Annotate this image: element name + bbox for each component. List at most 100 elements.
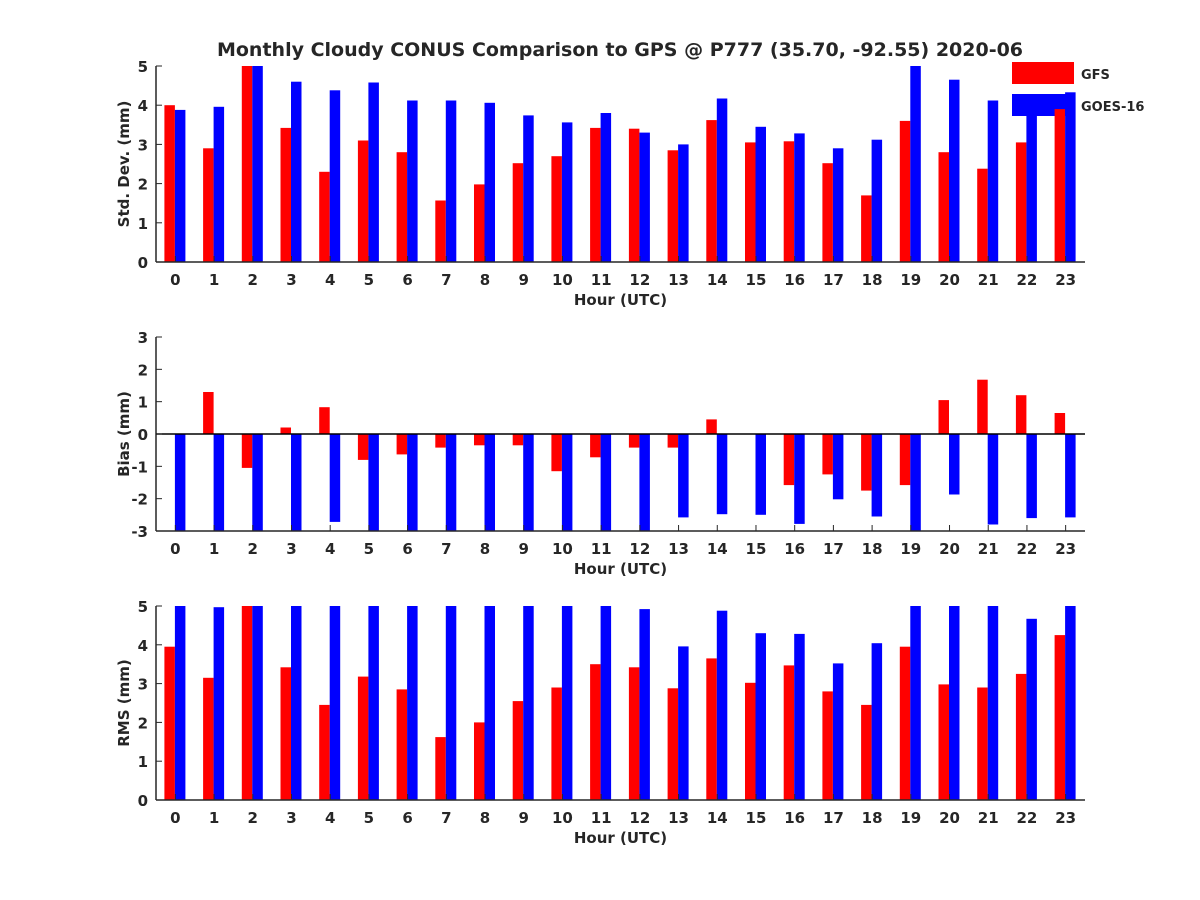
std-dev-x-tick-label: 5 bbox=[364, 271, 374, 289]
bias-x-tick-label: 17 bbox=[823, 540, 844, 558]
bias-bar-gfs-1 bbox=[203, 392, 214, 434]
rms-bar-goes16-20 bbox=[949, 606, 960, 800]
bias-x-tick-label: 6 bbox=[402, 540, 412, 558]
rms-bar-gfs-21 bbox=[977, 687, 988, 800]
bias-x-tick-label: 12 bbox=[629, 540, 650, 558]
std-dev-bar-gfs-18 bbox=[861, 195, 872, 262]
std-dev-bar-gfs-10 bbox=[551, 156, 562, 262]
bias-x-tick-label: 11 bbox=[591, 540, 612, 558]
bias-bar-gfs-6 bbox=[396, 434, 408, 455]
std-dev-bar-gfs-16 bbox=[783, 141, 795, 262]
bias-bar-gfs-5 bbox=[357, 434, 369, 460]
rms-bar-goes16-10 bbox=[561, 606, 573, 800]
rms-x-tick-label: 17 bbox=[823, 809, 844, 827]
bias-bar-gfs-13 bbox=[667, 434, 679, 448]
rms-y-tick-label: 3 bbox=[138, 676, 148, 694]
std-dev-bar-gfs-2 bbox=[241, 66, 253, 262]
rms-x-tick-label: 8 bbox=[480, 809, 490, 827]
std-dev-bar-gfs-8 bbox=[474, 184, 485, 262]
std-dev-bar-gfs-13 bbox=[667, 150, 679, 262]
rms-x-tick-label: 9 bbox=[519, 809, 529, 827]
std-dev-bar-goes16-20 bbox=[949, 79, 960, 262]
bias-x-tick-label: 14 bbox=[707, 540, 728, 558]
rms-bar-gfs-22 bbox=[1015, 673, 1027, 800]
bias-x-tick-label: 7 bbox=[441, 540, 451, 558]
bias-bar-gfs-19 bbox=[899, 434, 911, 486]
bias-y-tick-label: 1 bbox=[138, 394, 148, 412]
bias-bar-gfs-18 bbox=[861, 434, 872, 491]
std-dev-x-tick-label: 13 bbox=[668, 271, 689, 289]
bias-x-axis-label: Hour (UTC) bbox=[574, 560, 667, 578]
rms-x-tick-label: 14 bbox=[707, 809, 728, 827]
std-dev-x-tick-label: 8 bbox=[480, 271, 490, 289]
std-dev-bar-gfs-4 bbox=[319, 171, 330, 262]
std-dev-x-axis-label: Hour (UTC) bbox=[574, 291, 667, 309]
bias-bar-goes16-6 bbox=[407, 434, 418, 531]
std-dev-bar-goes16-9 bbox=[523, 115, 534, 263]
std-dev-x-tick-label: 20 bbox=[939, 271, 960, 289]
bias-x-tick-label: 20 bbox=[939, 540, 960, 558]
std-dev-bar-gfs-1 bbox=[203, 148, 214, 262]
std-dev-bar-goes16-10 bbox=[561, 122, 573, 263]
bias-x-tick-label: 2 bbox=[248, 540, 258, 558]
std-dev-bar-gfs-14 bbox=[706, 120, 717, 262]
bias-x-tick-label: 0 bbox=[170, 540, 180, 558]
bias-y-tick-label: 0 bbox=[138, 426, 148, 444]
bias-x-tick-label: 15 bbox=[746, 540, 767, 558]
rms-bar-gfs-13 bbox=[667, 688, 679, 800]
std-dev-bar-goes16-18 bbox=[871, 139, 883, 262]
rms-bar-gfs-6 bbox=[396, 689, 408, 800]
rms-bar-goes16-15 bbox=[755, 633, 766, 800]
bias-bar-gfs-2 bbox=[241, 434, 253, 468]
rms-bar-gfs-5 bbox=[357, 676, 369, 800]
legend: GFS GOES-16 bbox=[1012, 62, 1144, 116]
bias-bar-goes16-23 bbox=[1065, 434, 1076, 518]
rms-bar-goes16-19 bbox=[910, 606, 921, 800]
bias-bar-goes16-17 bbox=[832, 434, 844, 500]
rms-bar-goes16-16 bbox=[794, 633, 805, 800]
rms-bar-goes16-0 bbox=[174, 606, 186, 800]
rms-x-tick-label: 15 bbox=[746, 809, 767, 827]
std-dev-bar-gfs-17 bbox=[822, 163, 833, 262]
bias-bar-goes16-0 bbox=[174, 434, 186, 531]
std-dev-bar-gfs-7 bbox=[435, 200, 446, 262]
bias-bar-goes16-3 bbox=[291, 434, 302, 531]
std-dev-bar-goes16-14 bbox=[716, 98, 728, 262]
std-dev-x-tick-label: 2 bbox=[248, 271, 258, 289]
rms-bar-gfs-8 bbox=[474, 722, 485, 800]
std-dev-x-tick-label: 3 bbox=[286, 271, 296, 289]
bias-bar-gfs-21 bbox=[977, 379, 988, 434]
rms-x-tick-label: 20 bbox=[939, 809, 960, 827]
rms-x-tick-label: 10 bbox=[552, 809, 573, 827]
bias-x-tick-label: 23 bbox=[1055, 540, 1076, 558]
std-dev-bar-goes16-11 bbox=[600, 113, 612, 262]
std-dev-bar-goes16-6 bbox=[407, 100, 418, 262]
bias-x-tick-label: 5 bbox=[364, 540, 374, 558]
rms-x-tick-label: 4 bbox=[325, 809, 335, 827]
bias-bar-goes16-16 bbox=[794, 434, 805, 524]
rms-x-tick-label: 3 bbox=[286, 809, 296, 827]
std-dev-bar-gfs-23 bbox=[1054, 109, 1066, 262]
rms-bar-gfs-12 bbox=[628, 667, 640, 800]
std-dev-bar-goes16-22 bbox=[1026, 110, 1037, 262]
rms-x-axis-label: Hour (UTC) bbox=[574, 829, 667, 847]
std-dev-bar-gfs-6 bbox=[396, 152, 408, 262]
std-dev-bar-goes16-17 bbox=[832, 148, 844, 262]
rms-bar-goes16-11 bbox=[600, 606, 612, 800]
std-dev-bar-goes16-0 bbox=[174, 109, 186, 263]
bias-x-tick-label: 18 bbox=[862, 540, 883, 558]
bias-bar-gfs-7 bbox=[435, 434, 446, 448]
std-dev-x-tick-label: 7 bbox=[441, 271, 451, 289]
std-dev-x-tick-label: 9 bbox=[519, 271, 529, 289]
bias-bar-goes16-14 bbox=[716, 434, 728, 515]
rms-bar-goes16-9 bbox=[523, 606, 534, 800]
bias-x-tick-label: 4 bbox=[325, 540, 335, 558]
rms-bar-gfs-19 bbox=[899, 646, 911, 800]
rms-bar-goes16-8 bbox=[484, 606, 495, 800]
bias-y-tick-label: -3 bbox=[131, 523, 148, 541]
bias-bar-gfs-3 bbox=[280, 427, 291, 434]
bias-bar-goes16-2 bbox=[252, 434, 263, 531]
rms-bar-goes16-23 bbox=[1065, 606, 1076, 800]
